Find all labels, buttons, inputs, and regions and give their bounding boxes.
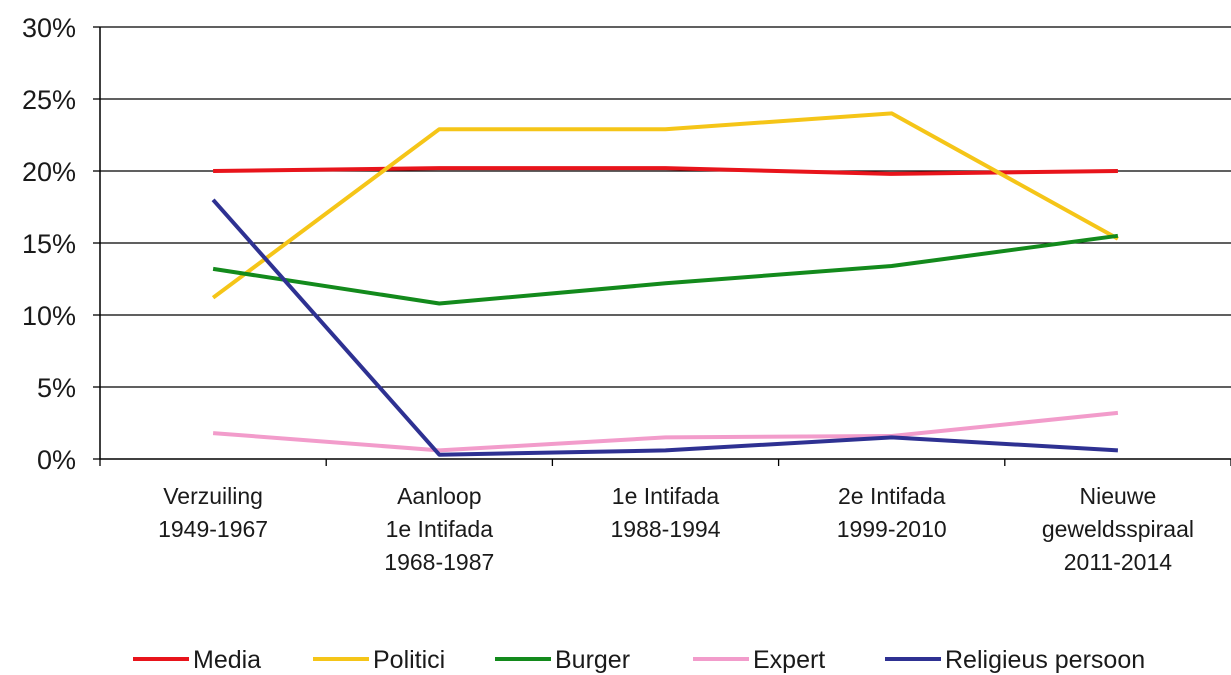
x-tick-label: Nieuwe geweldsspiraal 2011-2014	[1042, 483, 1194, 575]
x-tick-label: Verzuiling 1949-1967	[158, 483, 268, 542]
y-tick-label: 5%	[37, 373, 76, 403]
x-tick-label-line: 1988-1994	[611, 516, 721, 542]
x-tick-label-line: 1e Intifada	[386, 516, 494, 542]
y-tick-label: 15%	[22, 229, 76, 259]
series-line-media	[213, 166, 1118, 176]
series-line-burger	[212, 233, 1119, 306]
series-line-religieus-persoon	[211, 198, 1119, 457]
x-tick-label: 2e Intifada 1999-2010	[837, 483, 947, 542]
y-tick-label: 25%	[22, 85, 76, 115]
x-tick-label-line: 1968-1987	[384, 549, 494, 575]
x-tick-label-line: Nieuwe	[1080, 483, 1157, 509]
legend-label: Religieus persoon	[945, 646, 1145, 674]
legend-item: Media	[133, 646, 261, 674]
x-tick-label-line: 2e Intifada	[838, 483, 946, 509]
x-tick-label: Aanloop 1e Intifada 1968-1987	[384, 483, 494, 575]
legend-item: Politici	[313, 646, 445, 674]
x-tick-label-line: Aanloop	[397, 483, 481, 509]
x-tick-label-line: 2011-2014	[1064, 549, 1172, 575]
x-tick-label-line: 1999-2010	[837, 516, 947, 542]
y-tick-label: 30%	[22, 13, 76, 43]
x-tick-label-line: geweldsspiraal	[1042, 516, 1194, 542]
axes	[93, 26, 1231, 466]
series-line-expert	[212, 410, 1119, 453]
legend-label: Politici	[373, 646, 445, 674]
legend-item: Religieus persoon	[885, 646, 1145, 674]
legend-label: Burger	[555, 646, 630, 674]
legend-item: Expert	[693, 646, 825, 674]
y-axis-tick-labels: 0% 5% 10% 15% 20% 25% 30%	[22, 13, 76, 475]
x-tick-label-line: Verzuiling	[163, 483, 263, 509]
x-axis-tick-labels: Verzuiling 1949-1967 Aanloop 1e Intifada 196…	[158, 483, 1194, 575]
legend-label: Expert	[753, 646, 825, 674]
series-line-politici	[211, 111, 1119, 300]
x-tick-label-line: 1e Intifada	[612, 483, 720, 509]
y-tick-label: 0%	[37, 445, 76, 475]
series-lines	[211, 111, 1119, 457]
x-tick-label-line: 1949-1967	[158, 516, 268, 542]
y-tick-label: 10%	[22, 301, 76, 331]
legend-label: Media	[193, 646, 261, 674]
y-tick-label: 20%	[22, 157, 76, 187]
x-tick-label: 1e Intifada 1988-1994	[611, 483, 721, 542]
legend-item: Burger	[495, 646, 630, 674]
legend: Media Politici Burger Expert Religieus perso…	[133, 646, 1145, 674]
